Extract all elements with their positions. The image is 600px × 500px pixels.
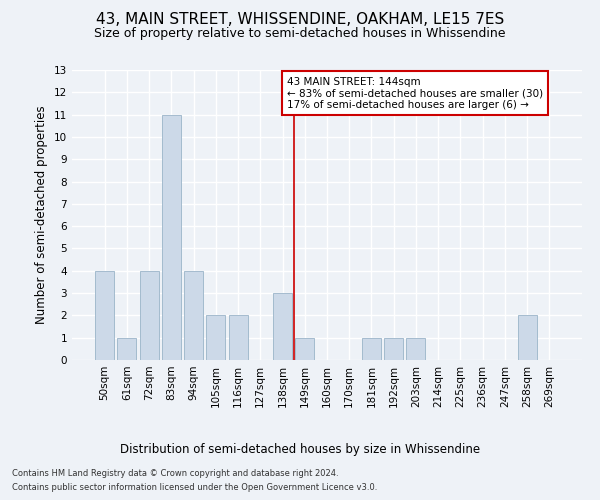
Bar <box>406 338 425 360</box>
Bar <box>384 338 403 360</box>
Text: Size of property relative to semi-detached houses in Whissendine: Size of property relative to semi-detach… <box>94 28 506 40</box>
Bar <box>95 271 114 360</box>
Bar <box>273 293 292 360</box>
Text: 43 MAIN STREET: 144sqm
← 83% of semi-detached houses are smaller (30)
17% of sem: 43 MAIN STREET: 144sqm ← 83% of semi-det… <box>287 76 543 110</box>
Bar <box>518 316 536 360</box>
Bar <box>206 316 225 360</box>
Bar <box>229 316 248 360</box>
Text: Contains public sector information licensed under the Open Government Licence v3: Contains public sector information licen… <box>12 484 377 492</box>
Text: Distribution of semi-detached houses by size in Whissendine: Distribution of semi-detached houses by … <box>120 442 480 456</box>
Bar <box>362 338 381 360</box>
Text: 43, MAIN STREET, WHISSENDINE, OAKHAM, LE15 7ES: 43, MAIN STREET, WHISSENDINE, OAKHAM, LE… <box>96 12 504 28</box>
Y-axis label: Number of semi-detached properties: Number of semi-detached properties <box>35 106 49 324</box>
Bar <box>162 114 181 360</box>
Bar <box>295 338 314 360</box>
Text: Contains HM Land Registry data © Crown copyright and database right 2024.: Contains HM Land Registry data © Crown c… <box>12 468 338 477</box>
Bar <box>184 271 203 360</box>
Bar <box>118 338 136 360</box>
Bar <box>140 271 158 360</box>
